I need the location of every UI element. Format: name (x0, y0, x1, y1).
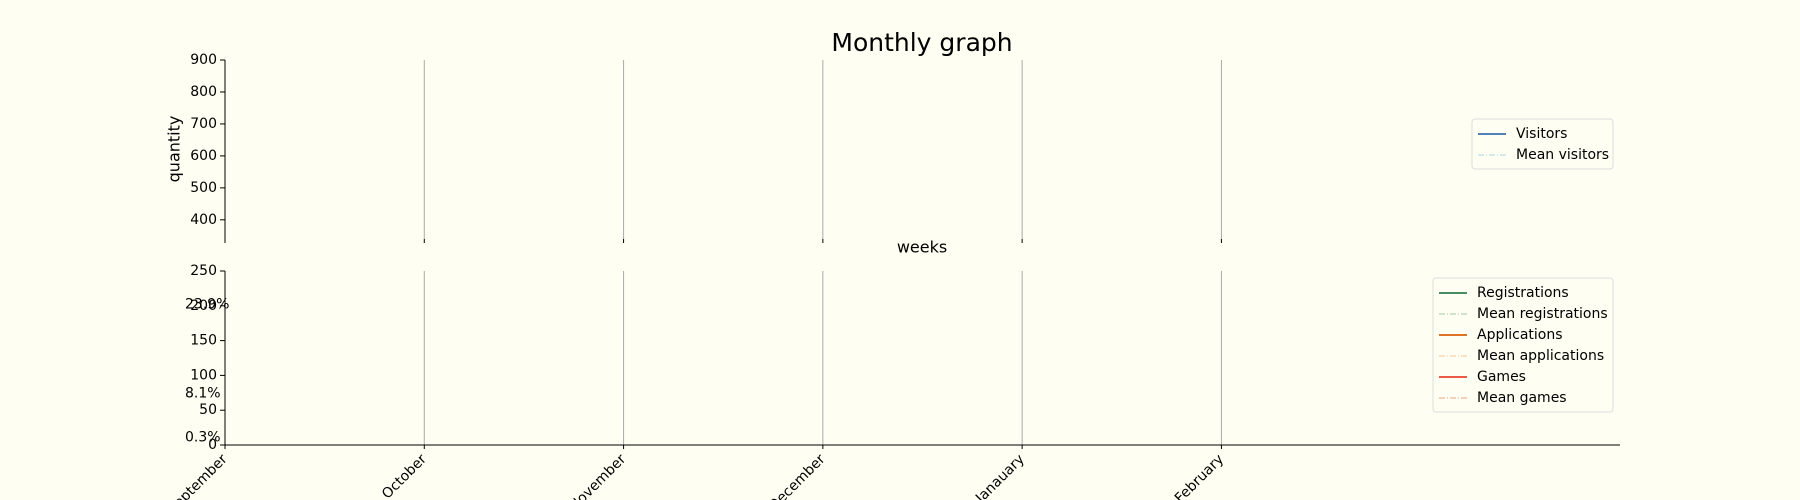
y-tick-label: 500 (190, 180, 217, 196)
annotation: 23.9% (185, 296, 229, 312)
y-tick-label: 50 (199, 402, 217, 418)
legend-box (1471, 118, 1614, 170)
y-axis-label: quantity (165, 116, 184, 183)
y-tick-label: 800 (190, 84, 217, 100)
x-tick-label: February (1172, 451, 1227, 500)
legend-label: Mean registrations (1477, 306, 1608, 322)
x-tick-label: September (165, 451, 231, 500)
y-tick-label: 100 (190, 367, 217, 383)
y-tick-label: 150 (190, 333, 217, 349)
y-tick-label: 0 (208, 437, 217, 453)
y-tick-label: 900 (190, 52, 217, 68)
legend-label: Visitors (1516, 126, 1567, 142)
y-tick-label: 700 (190, 116, 217, 132)
annotation: 8.1% (185, 385, 221, 401)
x-axis-label: weeks (897, 238, 947, 257)
annotation: 0.3% (185, 429, 221, 445)
legend-label: Mean games (1477, 390, 1567, 406)
y-tick-label: 400 (190, 212, 217, 228)
x-tick-label: December (766, 451, 829, 500)
x-tick-label: October (379, 451, 430, 500)
legend-label: Mean applications (1477, 348, 1604, 364)
legend-label: Mean visitors (1516, 147, 1609, 163)
legend-label: Registrations (1477, 285, 1569, 301)
y-tick-label: 600 (190, 148, 217, 164)
y-tick-label: 200 (190, 298, 217, 314)
x-tick-label: November (566, 451, 629, 500)
legend-box (1432, 277, 1614, 413)
legend-label: Applications (1477, 327, 1563, 343)
legend-label: Games (1477, 369, 1526, 385)
chart-title: Monthly graph (831, 28, 1012, 57)
x-tick-label: Janauary (972, 451, 1028, 500)
y-tick-label: 250 (190, 263, 217, 279)
